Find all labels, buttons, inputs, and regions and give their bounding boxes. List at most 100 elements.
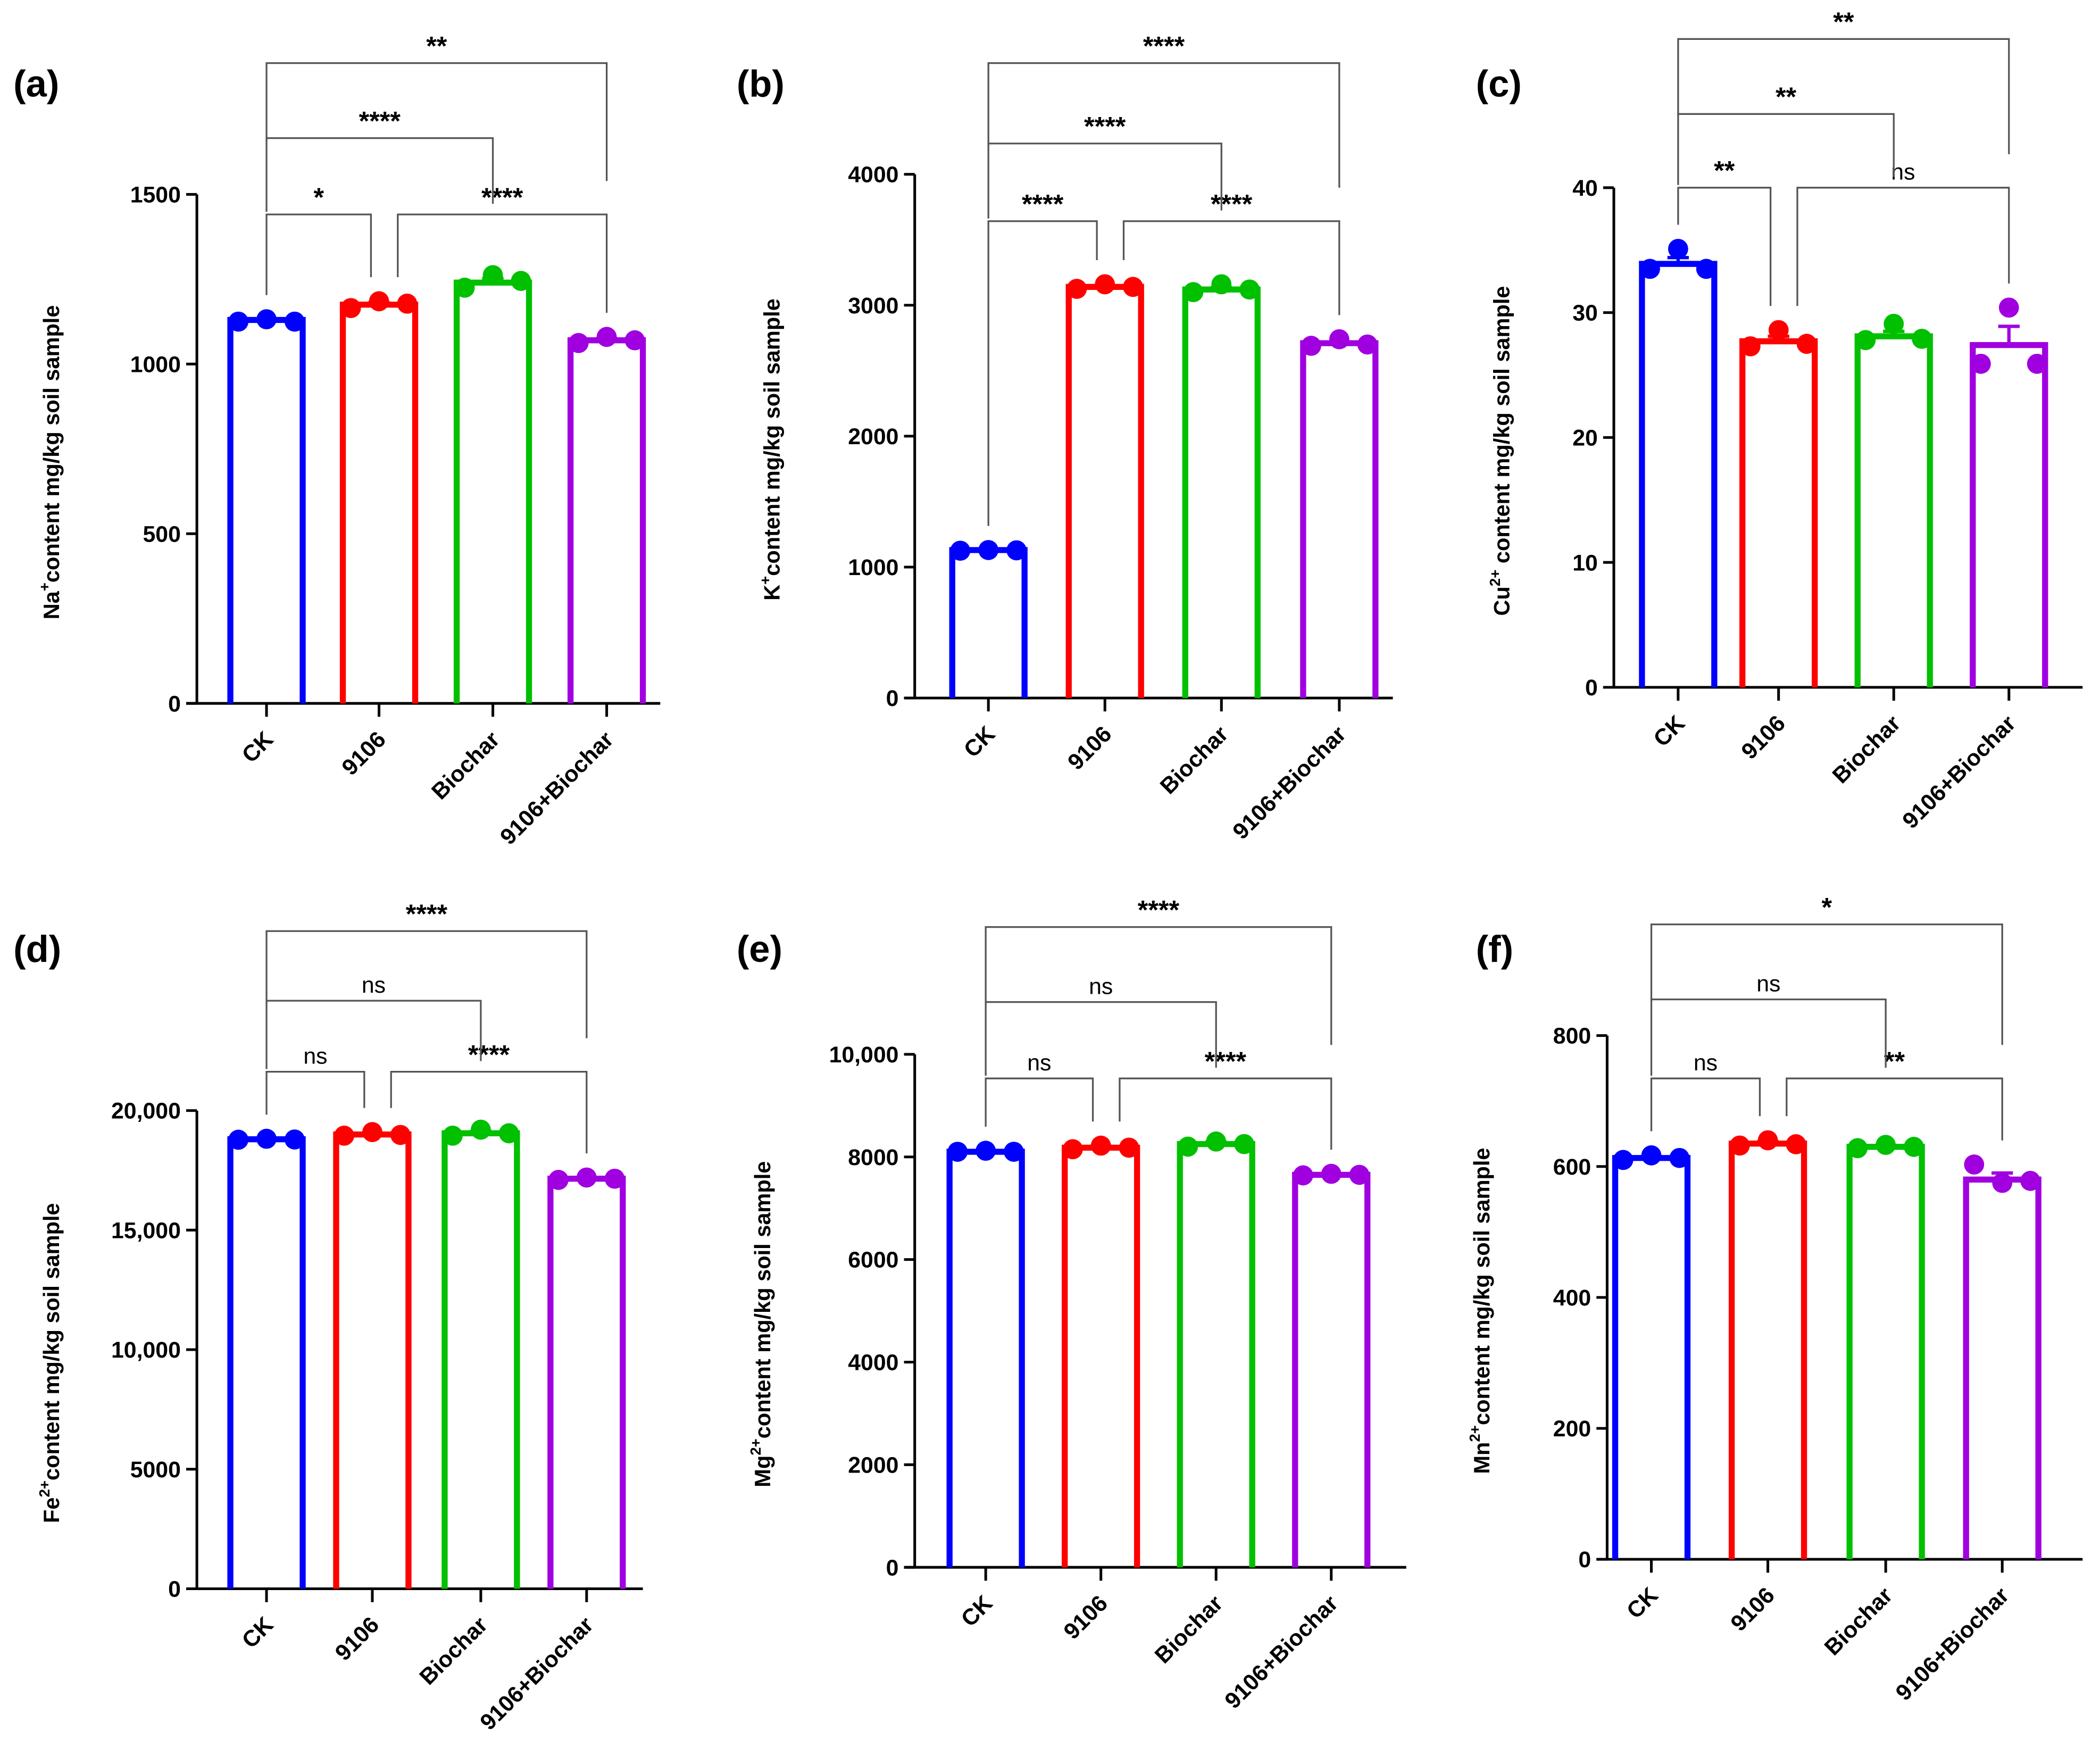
y-tick-label: 10 (1572, 550, 1598, 576)
data-point (256, 309, 277, 330)
data-point (1613, 1150, 1634, 1170)
significance-bracket (987, 220, 1098, 526)
significance-label: ** (1833, 6, 1854, 37)
data-point (1640, 259, 1660, 279)
bar-ck (1612, 1155, 1691, 1560)
bar-ck (227, 1136, 306, 1589)
y-tick-label: 0 (1585, 675, 1598, 701)
x-tick-label: Biochar (414, 1612, 493, 1690)
data-point (498, 1123, 519, 1144)
x-tick-label: 9106 (1059, 1591, 1113, 1644)
x-tick-label: CK (237, 727, 279, 768)
y-tick-label: 0 (168, 1577, 181, 1602)
data-point (482, 265, 503, 286)
panel-label: (c) (1476, 63, 1522, 105)
data-point (1904, 1136, 1924, 1157)
data-point (1729, 1135, 1750, 1156)
panel-a: (a) Na+content mg/kg soil sample 0 500 1000 1… (13, 31, 661, 850)
x-tick-label: Biochar (1150, 1591, 1228, 1669)
y-label-ion: Mn (1469, 1442, 1494, 1474)
data-point (1998, 297, 2019, 318)
panel-f: (f) Mn2+content mg/kg soil sample 0 200 400 6… (1466, 892, 2083, 1706)
data-point (1912, 329, 1932, 349)
significance-bracket (390, 1070, 588, 1154)
significance-bracket (1677, 113, 1895, 185)
y-tick-label: 1500 (130, 182, 181, 207)
y-label-ion: Cu (1489, 586, 1514, 616)
significance-bracket (1677, 38, 2010, 154)
y-label-charge: 2+ (36, 1480, 53, 1498)
significance-bracket (985, 1001, 1217, 1076)
bar-biochar (1182, 286, 1261, 698)
data-point (1206, 1131, 1227, 1152)
data-point (340, 298, 361, 318)
data-point (576, 1167, 597, 1188)
y-label-text: content mg/kg soil sample (39, 1203, 64, 1480)
y-label-ion: Na (39, 590, 64, 619)
y-tick-label: 0 (168, 691, 181, 717)
data-point (1876, 1135, 1896, 1155)
y-tick-label: 2000 (848, 1452, 898, 1478)
data-point (1992, 1172, 2013, 1193)
y-tick-label: 1000 (848, 555, 898, 580)
significance-label: **** (1084, 111, 1126, 142)
significance-bracket (265, 930, 588, 1038)
data-point (1006, 540, 1027, 561)
y-tick-label: 6000 (848, 1247, 898, 1273)
y-tick-label: 600 (1553, 1154, 1591, 1180)
y-label-text: content mg/kg soil sample (1489, 286, 1514, 570)
x-tick-label: 9106+Biochar (495, 727, 619, 850)
data-point (285, 1129, 305, 1150)
data-point (976, 1141, 996, 1161)
x-tick-label: Biochar (427, 727, 505, 805)
significance-label: **** (1022, 189, 1064, 219)
y-axis-label: Cu2+ content mg/kg soil sample (1487, 286, 1514, 616)
x-tick-label: 9106 (337, 727, 390, 780)
bar-9106 (333, 1131, 412, 1589)
significance-label: ** (1776, 81, 1797, 112)
data-point (1796, 334, 1817, 354)
bar-biochar (441, 1130, 520, 1589)
bar-biochar (1846, 1144, 1925, 1560)
significance-bracket (1786, 1077, 2003, 1141)
x-tick-label: 9106+Biochar (475, 1612, 598, 1735)
y-tick-label: 0 (886, 686, 899, 711)
significance-bracket (1677, 187, 1772, 306)
panel-c: (c) Cu2+ content mg/kg soil sample 0 10 20 30… (1476, 6, 2083, 834)
significance-bracket (987, 143, 1222, 219)
y-tick-label: 5000 (130, 1457, 181, 1483)
bar-biochar (453, 279, 532, 704)
significance-label: **** (481, 182, 523, 212)
bar-ck (227, 317, 306, 704)
y-tick-label: 500 (143, 521, 181, 547)
data-point (596, 327, 617, 347)
data-point (568, 332, 589, 353)
y-label-text: content mg/kg soil sample (759, 298, 784, 576)
data-point (1004, 1142, 1024, 1162)
data-point (1183, 282, 1204, 303)
data-point (369, 291, 389, 312)
y-label-charge: 2+ (747, 1438, 764, 1455)
significance-label: **** (468, 1039, 510, 1069)
data-point (228, 1129, 249, 1150)
bar-9106 (1728, 1140, 1807, 1560)
bar-biochar (1177, 1141, 1255, 1568)
data-point (604, 1168, 625, 1189)
y-axis-label: Mg2+content mg/kg soil sample (747, 1161, 775, 1487)
x-tick-label: Biochar (1828, 711, 1906, 789)
y-label-ion: Fe (39, 1498, 64, 1523)
x-tick-label: CK (1622, 1583, 1663, 1624)
data-point (1768, 320, 1789, 340)
significance-label: * (313, 182, 324, 212)
data-point (1740, 336, 1761, 356)
significance-label: ns (1891, 160, 1915, 185)
data-point (1062, 1139, 1083, 1160)
panel-label: (d) (13, 928, 61, 970)
y-axis-label: Mn2+content mg/kg soil sample (1466, 1147, 1494, 1474)
data-point (1357, 334, 1378, 355)
data-point (2027, 353, 2047, 374)
x-tick-label: CK (956, 1591, 998, 1632)
significance-bracket (265, 137, 494, 212)
x-tick-label: 9106+Biochar (1220, 1591, 1343, 1714)
significance-label: **** (1205, 1046, 1247, 1076)
